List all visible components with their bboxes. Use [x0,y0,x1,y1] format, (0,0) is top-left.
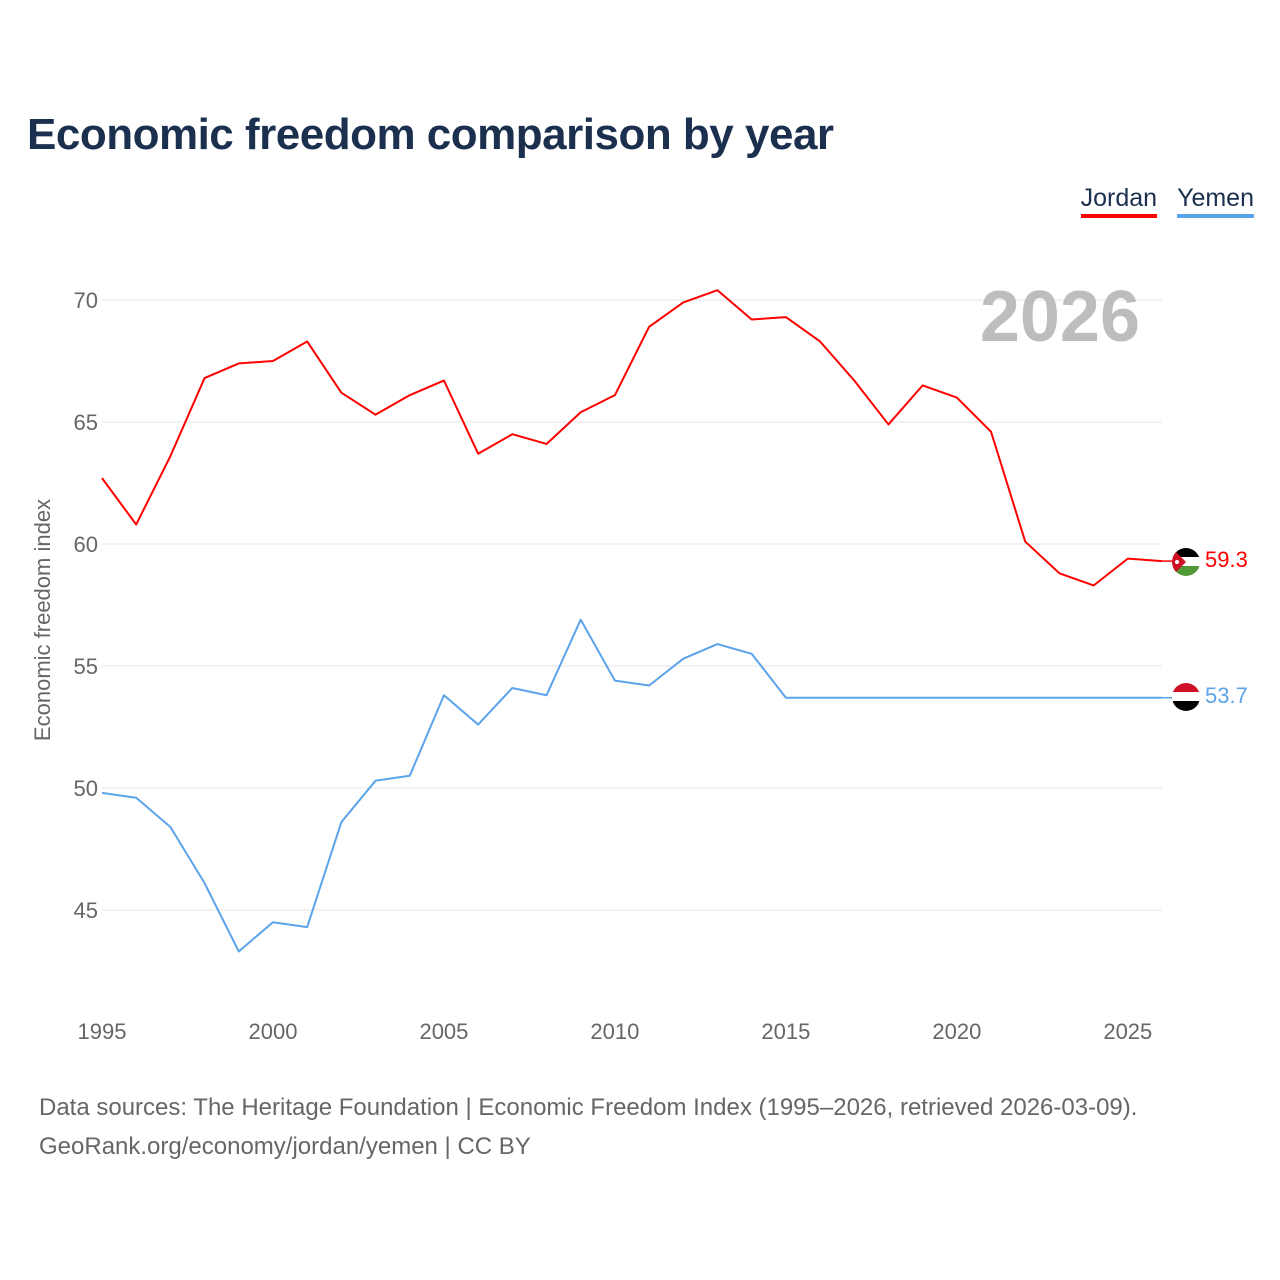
x-tick-label: 2000 [248,1019,297,1044]
y-tick-label: 70 [74,288,98,313]
x-tick-label: 2005 [419,1019,468,1044]
series-line-yemen [101,618,1162,953]
source-note: Data sources: The Heritage Foundation | … [39,1088,1137,1166]
chart-title: Economic freedom comparison by year [27,110,834,159]
y-tick-label: 60 [74,532,98,557]
jordan-flag-icon [1172,548,1200,576]
x-tick-label: 2020 [932,1019,981,1044]
y-tick-label: 65 [74,410,98,435]
x-tick-label: 2015 [761,1019,810,1044]
series-line-jordan [101,289,1163,587]
y-tick-label: 55 [74,654,98,679]
legend-item-jordan[interactable]: Jordan [1080,184,1158,218]
yemen-flag-icon [1172,683,1200,711]
source-line-2[interactable]: GeoRank.org/economy/jordan/yemen | CC BY [39,1133,531,1160]
source-line-1: Data sources: The Heritage Foundation | … [39,1094,1138,1121]
x-tick-label: 2010 [590,1019,639,1044]
legend: Jordan Yemen [1080,184,1254,218]
x-tick-label: 2025 [1103,1019,1152,1044]
legend-item-yemen[interactable]: Yemen [1177,184,1254,218]
yemen-end-label: 53.7 [1205,683,1248,708]
jordan-end-label: 59.3 [1205,547,1248,572]
y-tick-label: 45 [74,898,98,923]
y-axis-label: Economic freedom index [30,499,55,741]
x-tick-label: 1995 [78,1019,127,1044]
y-tick-label: 50 [74,776,98,801]
year-watermark: 2026 [980,277,1140,357]
